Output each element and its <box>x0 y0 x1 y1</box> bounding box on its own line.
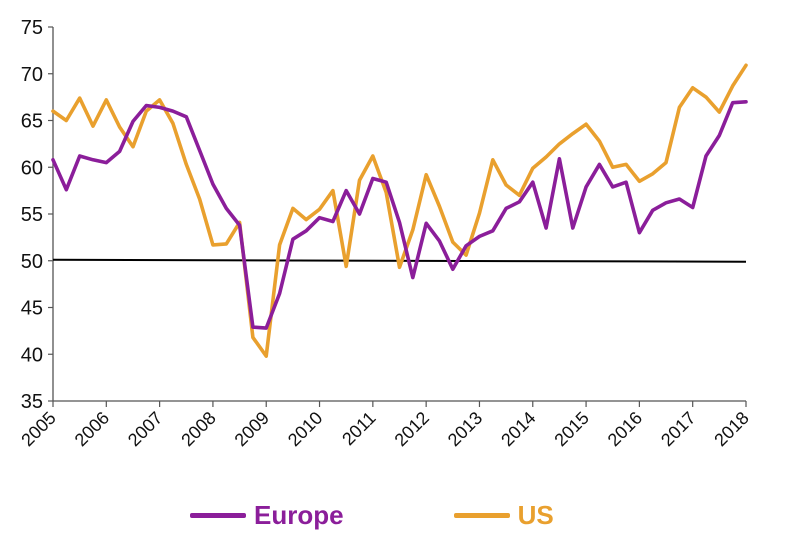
x-tick-label: 2006 <box>71 408 113 450</box>
y-tick-label: 60 <box>21 157 43 179</box>
x-tick-label: 2012 <box>391 408 433 450</box>
series-line-us <box>51 63 748 358</box>
x-tick-label: 2013 <box>444 408 486 450</box>
x-tick-label: 2017 <box>657 408 699 450</box>
series-layer <box>51 63 748 358</box>
series-line-europe <box>51 100 748 330</box>
y-tick-label: 50 <box>21 251 43 273</box>
y-tick-label: 65 <box>21 111 43 133</box>
y-tick-label: 35 <box>21 391 43 413</box>
legend-item-europe[interactable]: Europe <box>190 500 344 531</box>
x-tick-label: 2010 <box>284 408 326 450</box>
x-tick-label: 2015 <box>550 408 592 450</box>
legend-swatch-us <box>453 513 510 518</box>
y-tick-label: 45 <box>21 298 43 320</box>
legend: Europe US <box>190 500 554 531</box>
x-tick-label: 2018 <box>710 408 752 450</box>
y-tick-label: 70 <box>21 64 43 86</box>
x-tick-label: 2014 <box>497 408 539 450</box>
x-tick-label: 2011 <box>338 408 380 450</box>
x-tick-label: 2016 <box>604 408 646 450</box>
legend-label-europe: Europe <box>254 500 344 530</box>
x-tick-label: 2008 <box>177 408 219 450</box>
x-tick-label: 2009 <box>231 408 273 450</box>
x-tick-label: 2007 <box>124 408 166 450</box>
y-tick-label: 40 <box>21 344 43 366</box>
legend-item-us[interactable]: US <box>453 500 554 531</box>
x-tick-label: 2005 <box>17 408 59 450</box>
legend-swatch-europe <box>190 513 246 518</box>
axes: 35 40 45 50 55 60 65 70 75 2005 2006 2007 2008 2009 20… <box>17 17 752 450</box>
legend-label-us: US <box>517 500 554 530</box>
y-tick-label: 75 <box>21 17 43 39</box>
y-tick-label: 55 <box>21 204 43 226</box>
